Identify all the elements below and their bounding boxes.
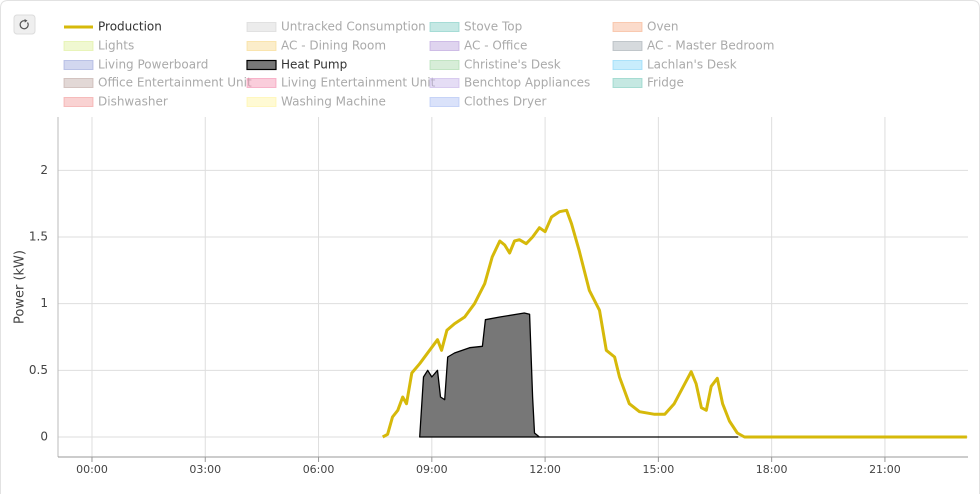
legend-swatch [63,97,94,107]
legend-label[interactable]: Dishwasher [98,95,168,109]
legend-swatch [63,60,94,70]
legend-swatch [63,41,94,51]
legend-label[interactable]: Office Entertainment Unit [98,76,252,90]
legend-swatch [429,78,460,88]
legend-label[interactable]: Oven [647,20,679,34]
x-tick-label: 18:00 [756,463,788,476]
legend-swatch [429,60,460,70]
legend-label[interactable]: Lights [98,39,134,53]
y-tick-label: 1.5 [29,230,48,244]
legend-swatch [429,41,460,51]
legend-label[interactable]: AC - Dining Room [281,39,386,53]
x-tick-label: 21:00 [869,463,901,476]
x-tick-label: 03:00 [189,463,221,476]
legend-swatch [246,22,277,32]
y-tick-label: 0.5 [29,363,48,377]
y-tick-label: 1 [40,296,48,310]
x-tick-label: 06:00 [303,463,335,476]
x-tick-label: 12:00 [529,463,561,476]
legend-swatch [612,60,643,70]
legend-swatch [429,22,460,32]
legend-swatch [246,41,277,51]
area [419,312,739,438]
refresh-icon [19,20,29,30]
legend-label[interactable]: Living Powerboard [98,58,208,72]
refresh-button[interactable] [13,14,36,35]
legend-label[interactable]: Living Entertainment Unit [281,76,436,90]
refresh-arrow [24,19,28,23]
x-tick-label: 15:00 [643,463,675,476]
legend-label[interactable]: Stove Top [464,20,522,34]
legend-label[interactable]: Fridge [647,76,684,90]
legend-swatch [612,78,643,88]
legend-label[interactable]: Clothes Dryer [464,95,546,109]
legend-label[interactable]: Washing Machine [281,95,386,109]
legend-swatch [63,78,94,88]
y-tick-label: 0 [40,430,48,444]
line [381,208,967,439]
legend-label[interactable]: Production [98,20,162,34]
legend-swatch [429,97,460,107]
legend-label[interactable]: Untracked Consumption [281,20,426,34]
y-axis-label: Power (kW) [13,250,28,324]
legend-swatch [246,78,277,88]
legend-swatch [612,41,643,51]
legend-swatch [612,22,643,32]
legend-label[interactable]: Lachlan's Desk [647,58,737,72]
y-tick-label: 2 [40,163,48,177]
refresh-button-bg[interactable] [13,14,36,35]
legend-swatch [246,59,277,71]
x-tick-label: 09:00 [416,463,448,476]
legend-label[interactable]: Benchtop Appliances [464,76,590,90]
legend-label[interactable]: AC - Office [464,39,527,53]
legend-label[interactable]: AC - Master Bedroom [647,39,774,53]
legend-swatch [246,97,277,107]
legend-label[interactable]: Christine's Desk [464,58,561,72]
x-tick-label: 00:00 [76,463,108,476]
legend-label[interactable]: Heat Pump [281,58,347,72]
